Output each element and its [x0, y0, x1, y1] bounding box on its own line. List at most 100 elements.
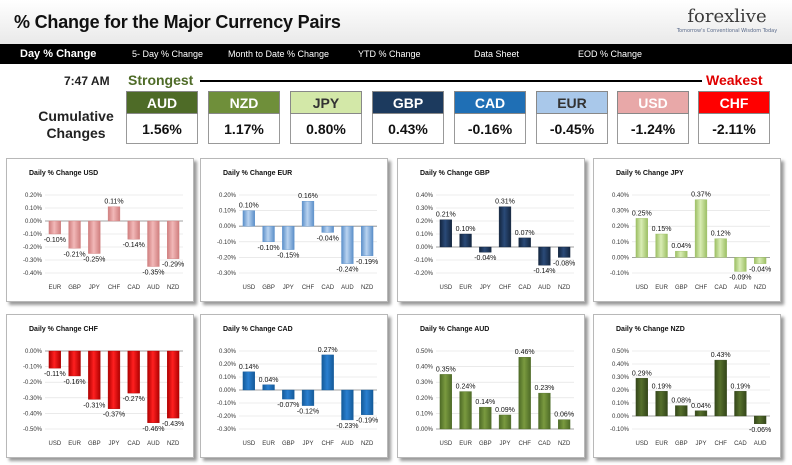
x-category-label: GBP: [282, 441, 295, 447]
data-label: 0.24%: [456, 384, 476, 391]
bar-cad: [518, 237, 531, 248]
data-label: 0.46%: [515, 349, 535, 356]
bar-chf: [518, 357, 531, 430]
currency-tile-nzd: NZD 1.17%: [208, 91, 280, 144]
bar-eur: [459, 233, 472, 248]
currency-tile-gbp: GBP 0.43%: [372, 91, 444, 144]
tab-data-sheet[interactable]: Data Sheet: [474, 49, 520, 59]
bar-aud: [147, 350, 160, 423]
y-tick-label: 0.40%: [612, 362, 630, 368]
x-category-label: EUR: [655, 285, 668, 291]
data-label: -0.35%: [142, 270, 164, 277]
y-tick-label: -0.10%: [217, 240, 237, 246]
cumulative-label-line2: Changes: [46, 125, 106, 141]
x-category-label: EUR: [68, 441, 81, 447]
bar-cad: [734, 391, 747, 417]
y-tick-label: -0.10%: [23, 232, 43, 238]
currency-cumulative-value: -1.24%: [617, 114, 689, 144]
y-tick-label: 0.30%: [416, 206, 434, 212]
y-tick-label: 0.10%: [416, 411, 434, 417]
y-tick-label: -0.30%: [217, 271, 237, 277]
y-tick-label: 0.10%: [219, 375, 237, 381]
data-label: -0.23%: [336, 423, 358, 430]
data-label: -0.06%: [749, 427, 771, 434]
tab-month-to-date-change[interactable]: Month to Date % Change: [228, 49, 330, 59]
tab-ytd-change[interactable]: YTD % Change: [358, 49, 421, 59]
y-tick-label: 0.40%: [612, 193, 630, 199]
forexlive-logo[interactable]: forexlive Tomorrow's Conventional Wisdom…: [672, 6, 782, 38]
bar-jpy: [107, 350, 121, 409]
x-category-label: AUD: [341, 285, 354, 291]
y-tick-label: -0.30%: [23, 396, 43, 402]
x-category-label: GBP: [675, 285, 688, 291]
x-category-label: AUD: [147, 441, 160, 447]
bar-nzd: [167, 350, 180, 419]
chart-title: Daily % Change CHF: [29, 326, 99, 333]
x-category-label: NZD: [167, 441, 180, 447]
y-tick-label: 0.00%: [416, 427, 434, 433]
tab-eod-change[interactable]: EOD % Change: [578, 49, 643, 59]
currency-tile-cad: CAD -0.16%: [454, 91, 526, 144]
currency-tile-aud: AUD 1.56%: [126, 91, 198, 144]
x-category-label: USD: [440, 441, 453, 447]
y-tick-label: 0.00%: [25, 219, 43, 225]
bar-chart-jpy: Daily % Change JPY 0.40% 0.30% 0.20% 0.10% 0.…: [610, 170, 771, 291]
x-category-label: GBP: [88, 441, 101, 447]
bar-chf: [301, 201, 315, 227]
y-tick-label: 0.50%: [612, 349, 630, 355]
y-tick-label: 0.20%: [219, 362, 237, 368]
chart-title: Daily % Change EUR: [223, 170, 292, 177]
bar-chf: [107, 206, 121, 222]
data-label: 0.14%: [239, 364, 259, 371]
chart-title: Daily % Change NZD: [616, 326, 685, 333]
bar-jpy: [88, 220, 101, 254]
nav-bar: Day % Change 5- Day % Change Month to Da…: [0, 44, 792, 64]
y-tick-label: 0.20%: [219, 193, 237, 199]
bar-chart-eur: Daily % Change EUR0.20%0.10%0.00%-0.10%-…: [217, 170, 378, 291]
timestamp: 7:47 AM: [64, 74, 110, 88]
logo-tagline: Tomorrow's Conventional Wisdom Today: [676, 28, 778, 34]
tab-day-change[interactable]: Day % Change: [20, 48, 97, 60]
y-tick-label: 0.40%: [416, 365, 434, 371]
bar-usd: [242, 371, 255, 391]
bar-cad: [127, 220, 140, 240]
data-label: 0.21%: [436, 212, 456, 219]
bar-nzd: [361, 225, 374, 257]
currency-tile-eur: EUR -0.45%: [536, 91, 608, 144]
y-tick-label: -0.40%: [23, 411, 43, 417]
ranking-line: [200, 80, 702, 82]
bar-nzd: [361, 389, 374, 415]
y-tick-label: -0.20%: [217, 255, 237, 261]
bar-aud: [341, 225, 354, 264]
bar-eur: [459, 391, 472, 430]
y-tick-label: 0.10%: [612, 401, 630, 407]
logo-text: forexlive: [687, 6, 767, 27]
bar-chart-chf: Daily % Change CHF 0.00% -0.10% -0.20% -0.30…: [23, 326, 184, 447]
bar-eur: [655, 391, 668, 417]
chart-title: Daily % Change GBP: [420, 170, 490, 177]
x-category-label: JPY: [480, 285, 491, 291]
data-label: 0.09%: [495, 407, 515, 414]
y-tick-label: -0.30%: [23, 258, 43, 264]
x-category-label: GBP: [262, 285, 275, 291]
y-tick-label: -0.40%: [23, 271, 43, 277]
x-category-label: CAD: [734, 441, 747, 447]
bar-gbp: [262, 225, 275, 242]
bar-cad: [714, 238, 727, 258]
chart-title: Daily % Change JPY: [616, 170, 684, 177]
cumulative-label-line1: Cumulative: [38, 108, 114, 124]
currency-cumulative-value: -0.16%: [454, 114, 526, 144]
currency-name: EUR: [536, 91, 608, 114]
bar-usd: [242, 210, 255, 227]
data-label: 0.35%: [436, 366, 456, 373]
y-tick-label: -0.10%: [217, 401, 237, 407]
tab-5-day-change[interactable]: 5- Day % Change: [132, 49, 204, 59]
y-tick-label: 0.20%: [612, 388, 630, 394]
currency-cumulative-value: 1.17%: [208, 114, 280, 144]
bar-chf: [498, 206, 512, 248]
bar-nzd: [167, 220, 180, 259]
bar-nzd: [558, 419, 571, 430]
currency-name: JPY: [290, 91, 362, 114]
bar-chf: [714, 359, 727, 417]
y-tick-label: 0.10%: [416, 232, 434, 238]
